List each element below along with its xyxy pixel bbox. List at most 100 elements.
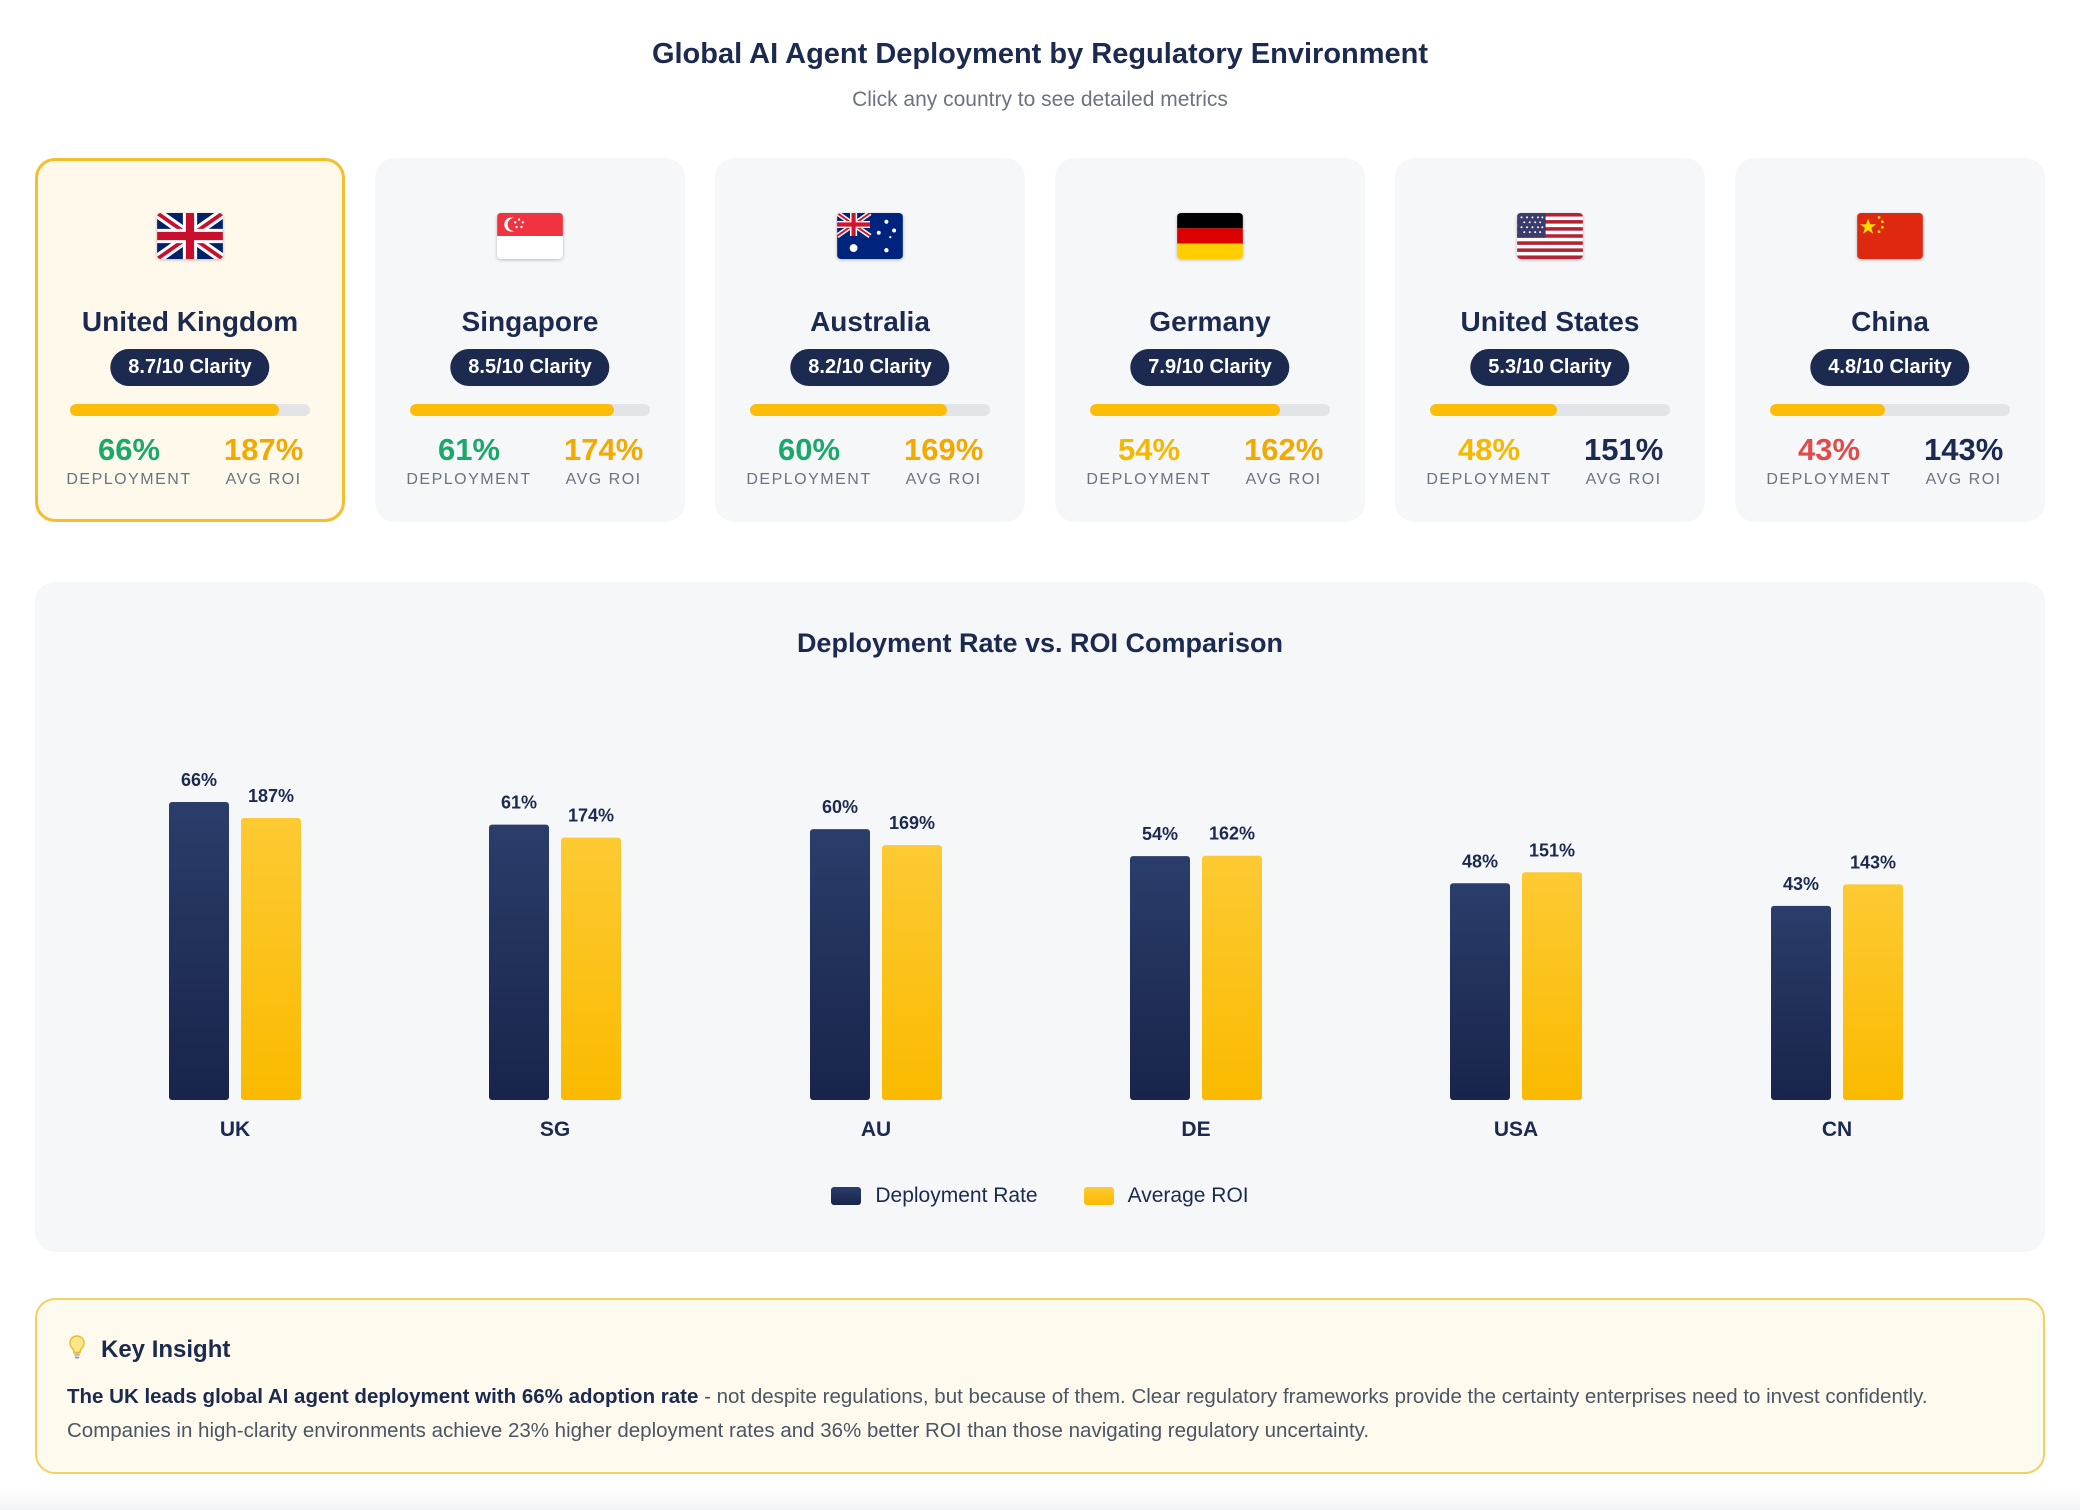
category-label: CN <box>1822 1118 1852 1141</box>
country-name: United States <box>1460 306 1640 337</box>
deployment-label: DEPLOYMENT <box>66 471 192 489</box>
roi-bar-label: 162% <box>1209 824 1255 844</box>
clarity-bar-fill <box>1770 404 1886 416</box>
roi-bar-label: 174% <box>568 806 614 826</box>
insight-text: The UK leads global AI agent deployment … <box>67 1380 1983 1448</box>
roi-value: 174% <box>563 432 644 467</box>
roi-label: AVG ROI <box>905 471 982 489</box>
roi-bar[interactable] <box>1202 855 1262 1100</box>
country-card-china[interactable]: China 4.8/10 Clarity 43% DEPLOYMENT 143% A… <box>1735 158 2045 522</box>
clarity-badge: 8.2/10 Clarity <box>790 349 950 386</box>
roi-bar[interactable] <box>1843 884 1903 1100</box>
legend-label: Average ROI <box>1127 1184 1249 1207</box>
china-flag-icon <box>1857 213 1923 259</box>
germany-flag-icon <box>1177 213 1243 259</box>
clarity-bar-fill <box>410 404 614 416</box>
deployment-label: DEPLOYMENT <box>1766 471 1892 489</box>
deployment-value: 54% <box>1117 432 1181 467</box>
country-card-united-states[interactable]: United States 5.3/10 Clarity 48% DEPLOYME… <box>1395 158 1705 522</box>
country-card-germany[interactable]: Germany 7.9/10 Clarity 54% DEPLOYMENT 162… <box>1055 158 1365 522</box>
clarity-bar-fill <box>1430 404 1558 416</box>
country-card-uk[interactable]: United Kingdom 8.7/10 Clarity 66% DEPLOYM… <box>35 158 345 522</box>
country-card-singapore[interactable]: Singapore 8.5/10 Clarity 61% DEPLOYMENT 1… <box>375 158 685 522</box>
legend-item-roi[interactable]: Average ROI <box>1083 1184 1249 1208</box>
singapore-flag-icon <box>497 213 563 259</box>
deployment-bar-label: 61% <box>501 793 537 813</box>
deployment-bar-label: 66% <box>181 770 217 790</box>
category-label: UK <box>220 1118 250 1141</box>
deployment-bar[interactable] <box>489 824 549 1100</box>
roi-bar-label: 151% <box>1529 840 1575 860</box>
key-insight-panel: Key Insight The UK leads global AI agent… <box>35 1298 2045 1474</box>
page-subtitle: Click any country to see detailed metric… <box>852 88 1228 111</box>
country-name: China <box>1851 306 1929 337</box>
chart-title: Deployment Rate vs. ROI Comparison <box>796 628 1284 658</box>
bottom-edge <box>0 1490 2080 1510</box>
deployment-bar[interactable] <box>1130 856 1190 1100</box>
chart-legend: Deployment Rate Average ROI <box>35 1184 2045 1208</box>
clarity-bar-fill <box>1090 404 1280 416</box>
country-name: Singapore <box>461 306 599 337</box>
country-name: Germany <box>1149 306 1271 337</box>
insight-title: Key Insight <box>101 1335 231 1363</box>
roi-value: 162% <box>1243 432 1324 467</box>
roi-label: AVG ROI <box>1925 471 2002 489</box>
deployment-bar-label: 54% <box>1142 824 1178 844</box>
deployment-bar[interactable] <box>169 802 229 1100</box>
category-label: USA <box>1494 1118 1538 1141</box>
deployment-bar[interactable] <box>1771 905 1831 1100</box>
comparison-bar-chart: 66% 187% UK 61% 174% SG 60% 169% AU 54% 162% DE 48% 1… <box>169 770 1903 1141</box>
clarity-badge: 8.7/10 Clarity <box>110 349 270 386</box>
clarity-bar-fill <box>750 404 947 416</box>
roi-bar-label: 143% <box>1850 852 1896 872</box>
clarity-bar <box>1090 404 1330 416</box>
deployment-bar-label: 60% <box>822 797 858 817</box>
roi-value: 187% <box>223 432 304 467</box>
deployment-bar-label: 43% <box>1783 874 1819 894</box>
deployment-label: DEPLOYMENT <box>1426 471 1552 489</box>
deployment-bar[interactable] <box>810 829 870 1100</box>
uk-flag-icon <box>157 213 223 259</box>
clarity-bar <box>70 404 310 416</box>
deployment-label: DEPLOYMENT <box>746 471 872 489</box>
clarity-bar <box>410 404 650 416</box>
roi-bar[interactable] <box>882 845 942 1100</box>
roi-label: AVG ROI <box>225 471 302 489</box>
roi-label: AVG ROI <box>1585 471 1662 489</box>
legend-swatch-deployment <box>831 1187 862 1205</box>
country-name: United Kingdom <box>81 306 299 337</box>
country-cards: United Kingdom 8.7/10 Clarity 66% DEPLOYM… <box>35 158 2045 522</box>
clarity-badge: 4.8/10 Clarity <box>1810 349 1970 386</box>
roi-bar-label: 169% <box>889 813 935 833</box>
clarity-bar <box>1430 404 1670 416</box>
lightbulb-icon <box>67 1334 87 1365</box>
roi-value: 151% <box>1583 432 1664 467</box>
clarity-badge: 5.3/10 Clarity <box>1470 349 1630 386</box>
insight-body: - not despite regulations, but because o… <box>67 1385 1928 1442</box>
deployment-bar-label: 48% <box>1462 851 1498 871</box>
category-label: SG <box>540 1118 570 1141</box>
comparison-chart-panel: Deployment Rate vs. ROI Comparison 66% 18… <box>35 582 2045 1252</box>
clarity-bar <box>1770 404 2010 416</box>
page-title: Global AI Agent Deployment by Regulatory… <box>651 38 1429 70</box>
deployment-value: 61% <box>437 432 501 467</box>
country-card-australia[interactable]: Australia 8.2/10 Clarity 60% DEPLOYMENT 1… <box>715 158 1025 522</box>
deployment-bar[interactable] <box>1450 883 1510 1100</box>
legend-item-deployment[interactable]: Deployment Rate <box>831 1184 1038 1208</box>
roi-label: AVG ROI <box>1245 471 1322 489</box>
category-label: DE <box>1181 1118 1210 1141</box>
roi-bar[interactable] <box>561 837 621 1100</box>
clarity-badge: 7.9/10 Clarity <box>1130 349 1290 386</box>
roi-bar[interactable] <box>241 818 301 1100</box>
deployment-label: DEPLOYMENT <box>1086 471 1212 489</box>
roi-bar[interactable] <box>1522 872 1582 1100</box>
roi-bar-label: 187% <box>248 786 294 806</box>
us-flag-icon <box>1517 213 1583 259</box>
deployment-value: 66% <box>97 432 161 467</box>
legend-label: Deployment Rate <box>875 1184 1038 1207</box>
roi-value: 143% <box>1923 432 2004 467</box>
insight-lead: The UK leads global AI agent deployment … <box>67 1385 699 1408</box>
australia-flag-icon <box>837 213 903 259</box>
clarity-badge: 8.5/10 Clarity <box>450 349 610 386</box>
category-label: AU <box>861 1118 891 1141</box>
